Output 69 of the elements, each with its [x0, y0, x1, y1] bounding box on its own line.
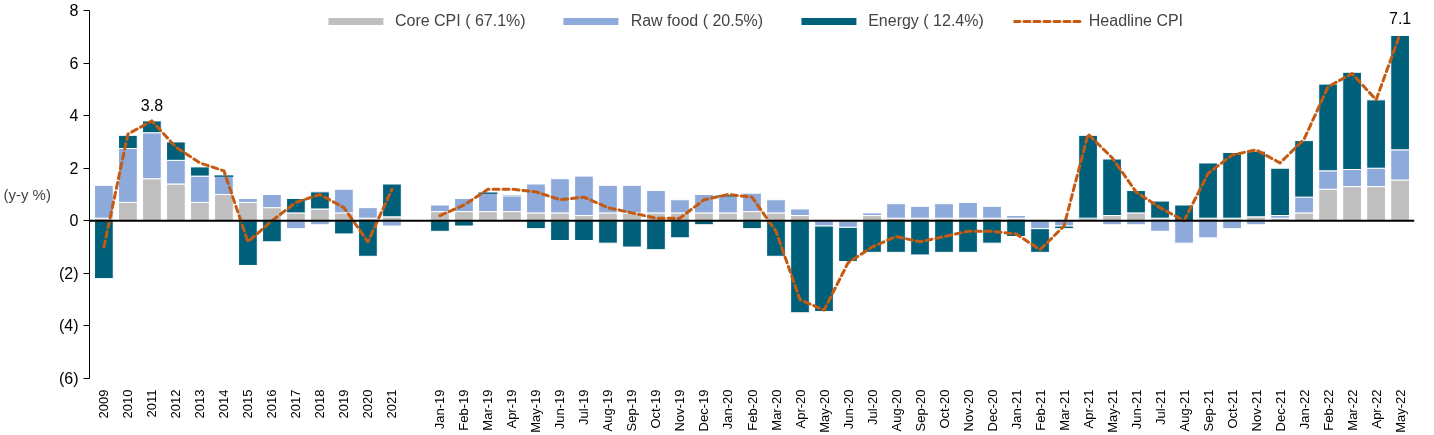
x-tick-label: Aug-20 — [888, 389, 904, 432]
x-tick-label: Feb-20 — [744, 389, 760, 431]
x-tick-label: May-21 — [1104, 389, 1120, 433]
x-tick-label: Oct-21 — [1224, 389, 1240, 429]
x-tick-label: 2016 — [264, 389, 280, 419]
legend-label: Raw food ( 20.5%) — [630, 12, 764, 30]
x-tick-label: 2021 — [384, 389, 400, 419]
x-tick-label: Mar-22 — [1344, 389, 1360, 431]
x-tick-label: Dec-19 — [696, 389, 712, 432]
x-tick-label: Jun-21 — [1128, 389, 1144, 430]
x-tick-label: 2018 — [312, 389, 328, 419]
x-tick-label: Oct-19 — [648, 389, 664, 429]
y-tick-label: (6) — [58, 370, 79, 387]
x-tick-label: Nov-20 — [960, 389, 976, 432]
x-tick-label: Mar-21 — [1056, 389, 1072, 431]
legend-label: Energy ( 12.4%) — [868, 12, 984, 30]
x-tick-label: Mar-19 — [480, 389, 496, 431]
x-tick-label: Jan-22 — [1296, 389, 1312, 430]
x-tick-label: 2014 — [216, 389, 232, 419]
legend-label: Headline CPI — [1088, 12, 1184, 30]
y-tick-label: 8 — [69, 2, 79, 19]
y-tick-label: 2 — [69, 159, 79, 177]
x-tick-label: Sep-21 — [1200, 389, 1216, 432]
x-tick-label: Sep-19 — [624, 389, 640, 432]
x-tick-label: Mar-20 — [768, 389, 784, 431]
x-tick-label: Aug-21 — [1176, 389, 1192, 432]
y-tick-label: 6 — [69, 54, 79, 72]
x-tick-label: Apr-22 — [1368, 389, 1384, 429]
annotation: 3.8 — [140, 96, 164, 114]
x-tick-label: Jul-21 — [1152, 389, 1168, 425]
x-tick-label: Aug-19 — [600, 389, 616, 432]
x-tick-label: 2011 — [144, 389, 160, 418]
x-tick-label: Dec-20 — [984, 389, 1000, 432]
x-tick-label: 2009 — [96, 389, 112, 419]
x-tick-label: May-20 — [816, 389, 832, 433]
x-tick-label: Sep-20 — [912, 389, 928, 432]
y-tick-label: (2) — [58, 264, 79, 282]
x-tick-label: Feb-21 — [1032, 389, 1048, 431]
x-tick-label: 2019 — [336, 389, 352, 419]
x-tick-label: Apr-19 — [504, 389, 520, 429]
x-tick-label: Jun-19 — [552, 389, 568, 430]
x-tick-label: Oct-20 — [936, 389, 952, 429]
x-tick-label: Feb-19 — [456, 389, 472, 431]
x-tick-label: Apr-21 — [1080, 389, 1096, 429]
x-tick-label: Feb-22 — [1320, 389, 1336, 431]
x-tick-label: Jul-19 — [576, 389, 592, 425]
x-tick-label: Jun-20 — [840, 389, 856, 430]
x-tick-label: May-22 — [1392, 389, 1408, 433]
x-tick-label: Apr-20 — [792, 389, 808, 429]
x-tick-label: 2013 — [192, 389, 208, 419]
y-axis-title: (y-y %) — [3, 186, 51, 203]
y-tick-label: 0 — [69, 212, 79, 230]
x-tick-label: Jan-20 — [720, 389, 736, 430]
x-tick-label: Jul-20 — [864, 389, 880, 425]
x-tick-label: 2012 — [168, 389, 184, 419]
x-tick-label: Nov-19 — [672, 389, 688, 432]
x-tick-label: 2017 — [288, 389, 304, 419]
x-tick-label: Nov-21 — [1248, 389, 1264, 432]
y-tick-label: 4 — [69, 107, 79, 125]
x-tick-label: 2015 — [240, 389, 256, 419]
x-tick-label: 2020 — [360, 389, 376, 419]
y-tick-label: (4) — [58, 317, 79, 335]
x-tick-label: Jan-21 — [1008, 389, 1024, 430]
x-tick-label: 2010 — [120, 389, 136, 419]
annotation: 7.1 — [1388, 10, 1412, 28]
legend-label: Core CPI ( 67.1%) — [394, 12, 526, 30]
x-tick-label: Dec-21 — [1272, 389, 1288, 432]
x-tick-label: May-19 — [528, 389, 544, 433]
x-tick-label: Jan-19 — [432, 389, 448, 430]
